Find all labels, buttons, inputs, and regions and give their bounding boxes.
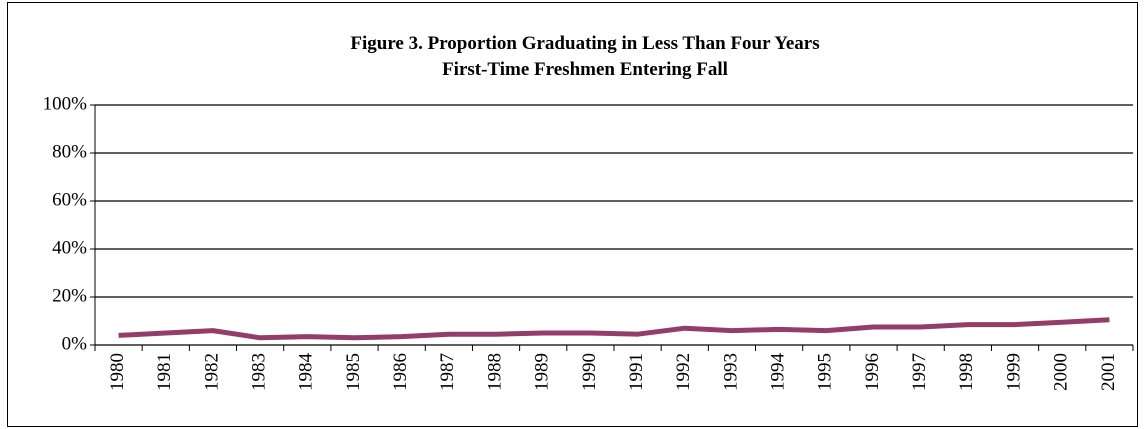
x-tick-label: 1990 xyxy=(579,353,600,391)
data-line xyxy=(118,317,1110,341)
x-tick-label: 1995 xyxy=(815,353,836,391)
x-tick-label: 2001 xyxy=(1098,353,1119,391)
y-tick-label: 40% xyxy=(52,237,87,258)
x-tick-label: 1993 xyxy=(720,353,741,391)
x-tick-label: 2000 xyxy=(1051,353,1072,391)
y-tick-label: 60% xyxy=(52,189,87,210)
y-tick-label: 20% xyxy=(52,285,87,306)
x-tick-label: 1987 xyxy=(437,353,458,391)
x-tick-label: 1988 xyxy=(484,353,505,391)
x-tick-label: 1992 xyxy=(673,353,694,391)
x-tick-label: 1996 xyxy=(862,353,883,391)
chart-title: Figure 3. Proportion Graduating in Less … xyxy=(350,33,819,54)
x-tick-label: 1980 xyxy=(107,353,128,391)
chart-subtitle: First-Time Freshmen Entering Fall xyxy=(442,59,728,80)
x-tick-label: 1984 xyxy=(296,353,317,392)
x-tick-label: 1998 xyxy=(956,353,977,391)
x-tick-label: 1981 xyxy=(154,353,175,391)
x-tick-label: 1994 xyxy=(767,353,788,392)
x-tick-label: 1999 xyxy=(1003,353,1024,391)
x-tick-label: 1985 xyxy=(343,353,364,391)
x-tick-label: 1983 xyxy=(248,353,269,391)
x-tick-label: 1997 xyxy=(909,353,930,391)
x-tick-label: 1989 xyxy=(532,353,553,391)
chart-border xyxy=(7,2,1138,427)
y-tick-label: 0% xyxy=(62,333,88,354)
x-tick-label: 1991 xyxy=(626,353,647,391)
x-tick-label: 1982 xyxy=(201,353,222,391)
y-tick-label: 80% xyxy=(52,141,87,162)
x-tick-label: 1986 xyxy=(390,353,411,391)
y-tick-label: 100% xyxy=(43,93,88,114)
